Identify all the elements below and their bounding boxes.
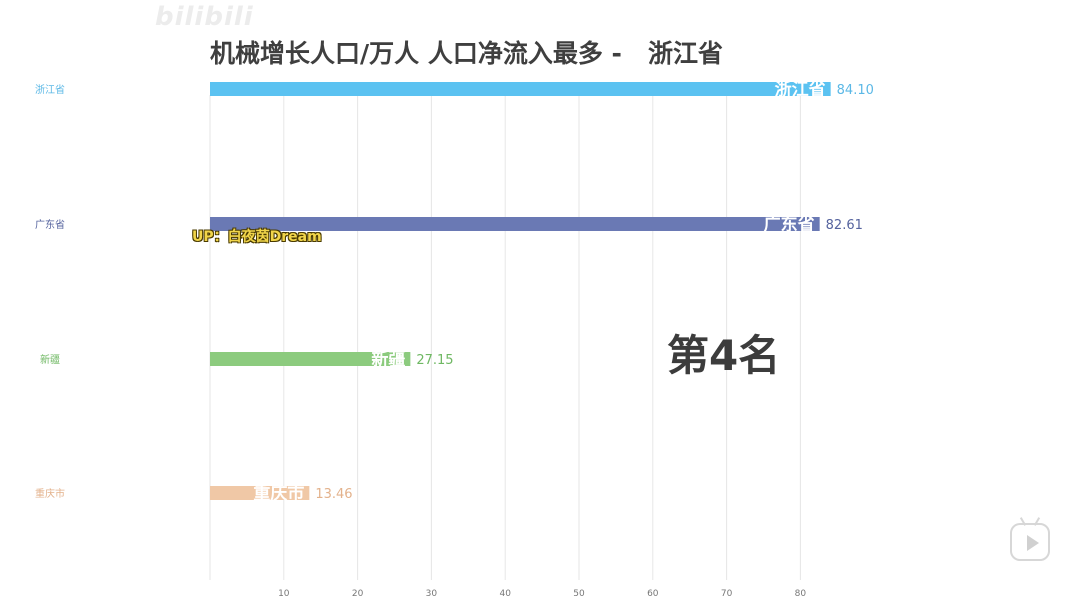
bar-value-label: 27.15: [416, 353, 453, 368]
bar: [210, 217, 820, 231]
chart-title: 机械增长人口/万人 人口净流入最多 - 浙江省: [210, 39, 724, 68]
bar-name-label: 新疆: [371, 349, 405, 370]
play-button[interactable]: [1010, 523, 1050, 561]
bar-value-label: 13.46: [315, 487, 352, 502]
bar-value-label: 82.61: [826, 218, 863, 233]
bar: [210, 486, 310, 500]
x-tick-label: 40: [499, 589, 511, 599]
bar: [210, 352, 411, 366]
category-label: 重庆市: [35, 487, 65, 500]
bar: [210, 82, 831, 96]
bar-value-label: 84.10: [837, 83, 874, 98]
x-tick-label: 80: [795, 589, 807, 599]
uploader-caption: UP：白夜茵Dream: [192, 229, 322, 245]
category-label: 新疆: [40, 353, 60, 366]
rank-label: 第4名: [667, 331, 781, 380]
x-tick-label: 20: [352, 589, 364, 599]
x-tick-label: 50: [573, 589, 585, 599]
play-icon: [1027, 535, 1039, 551]
x-tick-label: 70: [721, 589, 733, 599]
bar-name-label: 广东省: [764, 214, 815, 235]
bar-name-label: 浙江省: [775, 79, 826, 100]
category-label: 广东省: [35, 218, 65, 231]
x-tick-label: 60: [647, 589, 659, 599]
bilibili-watermark: bilibili: [155, 2, 254, 32]
category-label: 浙江省: [35, 83, 65, 96]
bar-name-label: 重庆市: [253, 483, 304, 504]
x-tick-label: 10: [278, 589, 290, 599]
x-tick-label: 30: [426, 589, 438, 599]
